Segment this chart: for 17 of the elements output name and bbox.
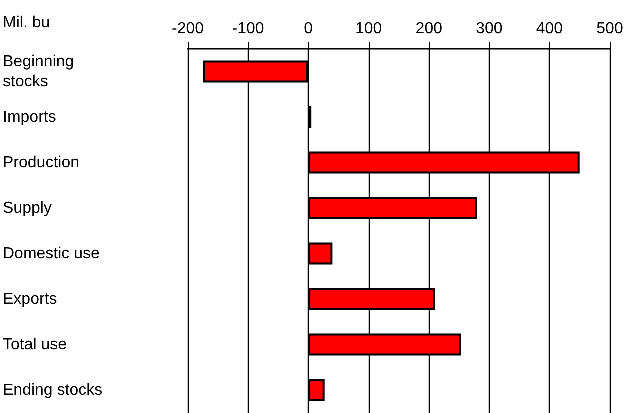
y-tick-label: Production [3,154,80,172]
x-tick-label: 500 [596,20,624,38]
y-tick-label: Total use [3,336,68,354]
y-tick-label: Imports [3,108,56,126]
y-tick-label: Exports [3,290,58,308]
x-tick-label: 300 [476,20,503,38]
y-tick-label: Supply [3,200,52,217]
x-tick-label: 400 [536,20,564,38]
x-tick-label: -200 [172,20,204,38]
y-tick-label: Domestic use [3,245,100,262]
x-axis-title: Mil. bu [3,14,50,32]
x-tick-label: 100 [356,20,382,38]
x-tick-label: 200 [416,20,443,38]
y-tick-label: Ending stocks [3,382,103,399]
y-tick-label: Beginning stocks [3,53,79,90]
x-tick-label: 0 [304,20,314,38]
x-tick-label: -100 [232,20,264,38]
